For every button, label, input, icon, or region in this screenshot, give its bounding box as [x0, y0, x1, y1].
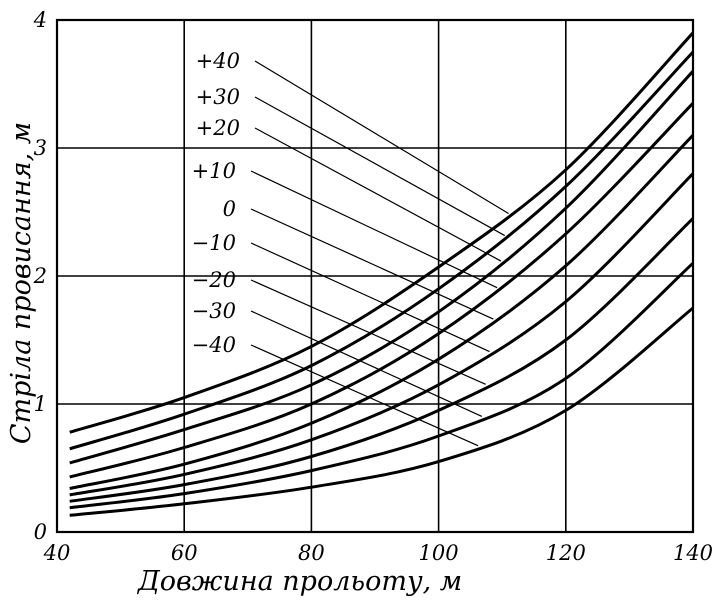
x-tick-label: 40 — [43, 541, 71, 565]
series-line — [69, 70, 695, 465]
x-axis-title: Довжина прольоту, м — [137, 566, 462, 597]
legend-label: +40 — [196, 49, 240, 73]
legend-leaders — [250, 60, 509, 447]
series-lines — [69, 31, 695, 517]
legend-leader-line — [254, 96, 506, 237]
series-line — [69, 217, 695, 503]
series-line — [69, 102, 695, 479]
legend-label: 0 — [223, 197, 236, 221]
legend-leader-line — [250, 344, 479, 447]
x-tick-label: 60 — [171, 541, 198, 565]
series-line — [69, 306, 694, 517]
legend-label: +10 — [192, 159, 236, 183]
series-line — [69, 50, 695, 451]
series-line — [69, 262, 695, 510]
legend-label: −20 — [192, 268, 236, 292]
y-tick-label: 4 — [33, 8, 47, 32]
x-tick-label: 140 — [673, 541, 713, 565]
series-line — [69, 172, 695, 497]
x-tick-label: 80 — [298, 541, 325, 565]
y-tick-label: 0 — [34, 520, 47, 544]
labels: 40 60 80 100 120 140 0 1 2 3 4 +40 +30 +20 +10 0 −10 −20 −… — [33, 8, 713, 565]
legend-label: −10 — [192, 231, 236, 255]
y-tick-label: 2 — [33, 264, 47, 288]
legend-leader-line — [250, 170, 498, 289]
legend-label: +30 — [196, 85, 240, 109]
legend-leader-line — [254, 60, 509, 215]
x-tick-label: 120 — [546, 541, 586, 565]
legend-leader-line — [250, 208, 494, 320]
y-axis-title: Стріла провисання, м — [6, 122, 37, 444]
series-line — [69, 134, 695, 490]
legend-leader-line — [250, 279, 486, 385]
legend-label: +20 — [196, 116, 240, 140]
legend-leader-line — [250, 310, 483, 417]
legend-label: −30 — [192, 299, 236, 323]
legend-label: −40 — [192, 333, 236, 357]
legend-leader-line — [250, 242, 490, 353]
legend-leader-line — [254, 127, 502, 262]
y-tick-label: 3 — [34, 136, 47, 160]
x-tick-label: 100 — [419, 541, 459, 565]
series-line — [69, 31, 695, 434]
y-tick-label: 1 — [34, 392, 47, 416]
